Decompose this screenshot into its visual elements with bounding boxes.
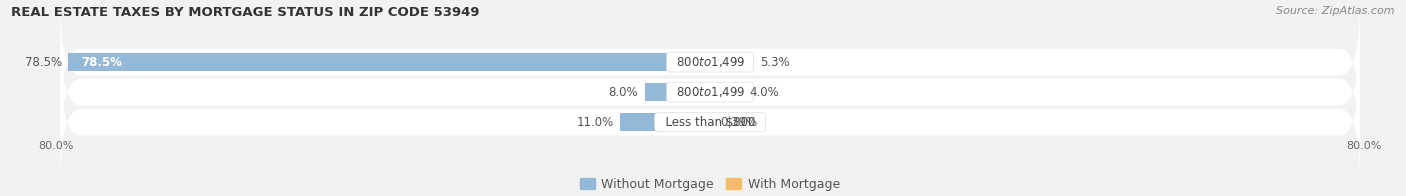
Text: 78.5%: 78.5% — [25, 56, 62, 69]
FancyBboxPatch shape — [60, 60, 1360, 184]
Text: $800 to $1,499: $800 to $1,499 — [669, 55, 751, 69]
Text: REAL ESTATE TAXES BY MORTGAGE STATUS IN ZIP CODE 53949: REAL ESTATE TAXES BY MORTGAGE STATUS IN … — [11, 6, 479, 19]
FancyBboxPatch shape — [60, 30, 1360, 154]
FancyBboxPatch shape — [60, 0, 1360, 124]
Text: Source: ZipAtlas.com: Source: ZipAtlas.com — [1277, 6, 1395, 16]
Bar — [710, 113, 713, 132]
Bar — [644, 83, 710, 102]
Text: 11.0%: 11.0% — [576, 116, 613, 129]
Legend: Without Mortgage, With Mortgage: Without Mortgage, With Mortgage — [575, 173, 845, 196]
Bar — [69, 53, 710, 71]
Text: 4.0%: 4.0% — [749, 86, 779, 99]
Bar — [710, 53, 754, 71]
Text: $800 to $1,499: $800 to $1,499 — [669, 85, 751, 99]
Text: 78.5%: 78.5% — [80, 56, 122, 69]
Text: 8.0%: 8.0% — [609, 86, 638, 99]
Bar — [620, 113, 710, 132]
Text: Less than $800: Less than $800 — [658, 116, 762, 129]
Text: 5.3%: 5.3% — [759, 56, 790, 69]
Bar — [710, 83, 742, 102]
Text: 0.39%: 0.39% — [720, 116, 756, 129]
